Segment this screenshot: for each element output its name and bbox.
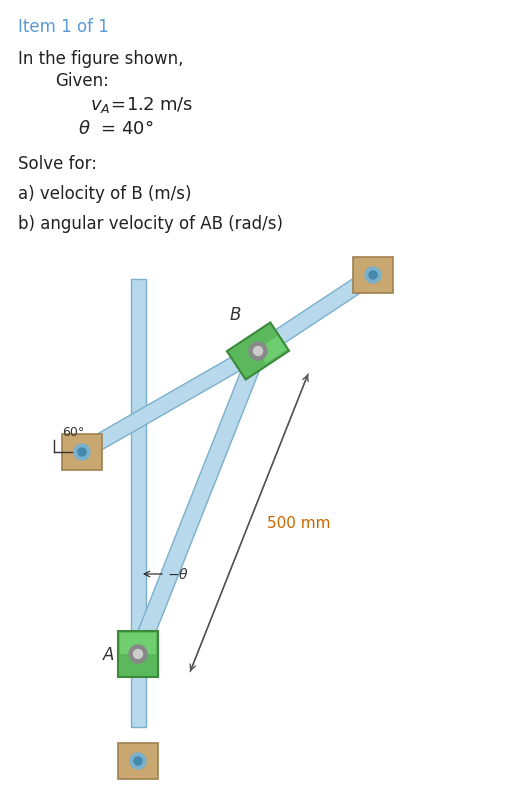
FancyBboxPatch shape [62, 434, 102, 471]
Circle shape [369, 271, 377, 279]
FancyBboxPatch shape [120, 634, 156, 654]
Circle shape [130, 753, 146, 769]
FancyBboxPatch shape [118, 743, 158, 779]
Polygon shape [257, 336, 286, 364]
Text: B: B [230, 306, 241, 324]
Circle shape [365, 267, 381, 283]
FancyBboxPatch shape [353, 258, 393, 294]
Text: Solve for:: Solve for: [18, 155, 97, 173]
Circle shape [78, 448, 86, 456]
Polygon shape [253, 269, 377, 358]
Circle shape [134, 650, 142, 658]
Text: 60°: 60° [62, 426, 84, 438]
Circle shape [249, 343, 267, 361]
Circle shape [253, 347, 263, 356]
Text: Given:: Given: [55, 72, 109, 90]
Text: $v_A\!=\!$1.2 m/s: $v_A\!=\!$1.2 m/s [90, 95, 194, 115]
Text: $-\theta$: $-\theta$ [167, 567, 189, 582]
Polygon shape [131, 279, 146, 727]
Polygon shape [78, 344, 262, 459]
Text: a) velocity of B (m/s): a) velocity of B (m/s) [18, 185, 191, 202]
Circle shape [74, 444, 90, 460]
FancyBboxPatch shape [118, 631, 158, 677]
Polygon shape [227, 323, 289, 380]
Text: $\theta$  = 40°: $\theta$ = 40° [78, 120, 154, 138]
Circle shape [134, 757, 142, 765]
Text: b) angular velocity of AB (rad/s): b) angular velocity of AB (rad/s) [18, 214, 283, 233]
Text: A: A [103, 645, 115, 663]
Circle shape [129, 645, 147, 663]
Text: 500 mm: 500 mm [267, 516, 331, 531]
Text: In the figure shown,: In the figure shown, [18, 50, 184, 68]
Polygon shape [130, 349, 266, 658]
Text: Item 1 of 1: Item 1 of 1 [18, 18, 109, 36]
